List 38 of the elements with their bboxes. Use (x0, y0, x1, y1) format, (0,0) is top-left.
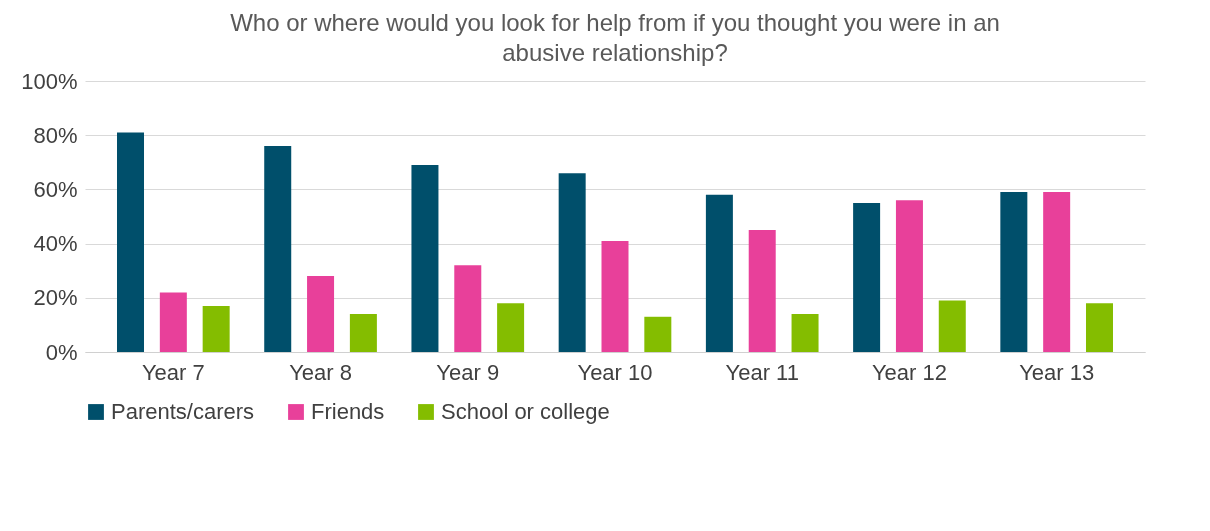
bar (454, 265, 482, 352)
y-tick-label: 40% (33, 231, 78, 257)
bar (117, 132, 145, 352)
bar (307, 276, 335, 352)
y-tick-label: 100% (21, 68, 78, 94)
y-tick-label: 20% (33, 285, 78, 311)
bar (644, 316, 672, 352)
x-tick-label: Year 7 (141, 359, 205, 385)
legend-label: Friends (311, 399, 385, 424)
y-tick-label: 0% (45, 339, 78, 365)
bar (159, 292, 187, 352)
bar (938, 300, 966, 352)
bar (558, 173, 586, 352)
bar (202, 305, 230, 352)
bar (853, 202, 881, 352)
bar (601, 240, 629, 352)
bar (497, 303, 525, 352)
x-tick-label: Year 8 (289, 359, 352, 385)
x-tick-label: Year 10 (577, 359, 653, 385)
chart-title: Who or where would you look for help from if you thought you were in an abusive relationship? (230, 9, 1000, 66)
legend-label: Parents/carers (111, 399, 255, 424)
bar (349, 314, 377, 352)
x-tick-label: Year 11 (725, 359, 799, 385)
bar (1085, 303, 1113, 352)
x-tick-label: Year 9 (436, 359, 500, 385)
bar (791, 314, 819, 352)
bar (748, 230, 776, 352)
bar (895, 200, 923, 352)
bar (1000, 192, 1028, 352)
legend-label: School or college (441, 399, 610, 424)
bar (264, 146, 292, 352)
bar (705, 194, 733, 352)
bar (411, 165, 439, 352)
y-tick-label: 60% (33, 176, 78, 202)
y-tick-label: 80% (33, 122, 78, 148)
bar (1043, 192, 1071, 352)
x-tick-label: Year 12 (871, 359, 947, 385)
x-tick-label: Year 13 (1019, 359, 1095, 385)
